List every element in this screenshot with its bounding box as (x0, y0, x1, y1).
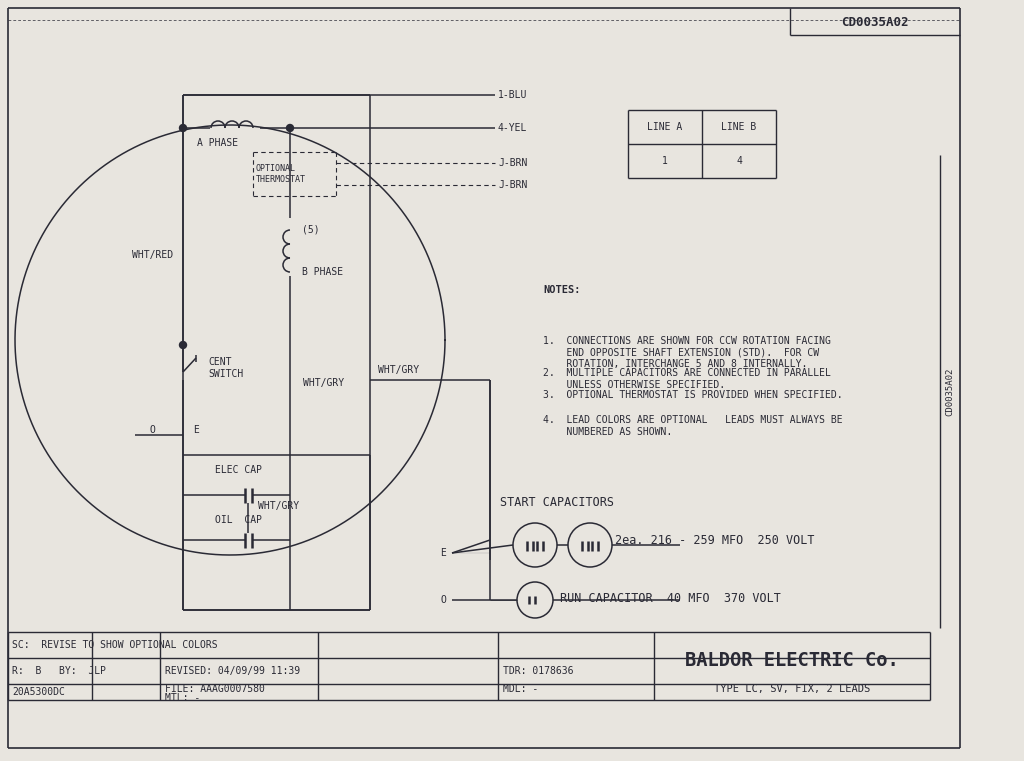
Text: START CAPACITORS: START CAPACITORS (500, 495, 614, 508)
Text: CD0035A02: CD0035A02 (945, 368, 954, 416)
Text: 20A5300DC: 20A5300DC (12, 687, 65, 697)
Text: 4.  LEAD COLORS ARE OPTIONAL   LEADS MUST ALWAYS BE
    NUMBERED AS SHOWN.: 4. LEAD COLORS ARE OPTIONAL LEADS MUST A… (543, 415, 843, 437)
Text: 1: 1 (663, 156, 668, 166)
Text: O: O (150, 425, 155, 435)
Text: 1-BLU: 1-BLU (498, 90, 527, 100)
Text: TYPE LC, SV, FIX, 2 LEADS: TYPE LC, SV, FIX, 2 LEADS (714, 684, 870, 694)
Circle shape (179, 342, 186, 349)
Text: RUN CAPACITOR  40 MFO  370 VOLT: RUN CAPACITOR 40 MFO 370 VOLT (560, 591, 781, 604)
Text: O: O (440, 595, 445, 605)
Text: B PHASE: B PHASE (302, 267, 343, 277)
Circle shape (179, 125, 186, 132)
Text: (5): (5) (302, 225, 319, 235)
Text: WHT/GRY: WHT/GRY (258, 501, 299, 511)
Text: 4-YEL: 4-YEL (498, 123, 527, 133)
Text: 4: 4 (736, 156, 742, 166)
Text: SC:  REVISE TO SHOW OPTIONAL COLORS: SC: REVISE TO SHOW OPTIONAL COLORS (12, 640, 218, 650)
Text: 2ea. 216 - 259 MFO  250 VOLT: 2ea. 216 - 259 MFO 250 VOLT (615, 533, 814, 546)
Text: J-BRN: J-BRN (498, 158, 527, 168)
Text: WHT/GRY: WHT/GRY (378, 365, 419, 375)
Text: NOTES:: NOTES: (543, 285, 581, 295)
Text: 2.  MULTIPLE CAPACITORS ARE CONNECTED IN PARALLEL
    UNLESS OTHERWISE SPECIFIED: 2. MULTIPLE CAPACITORS ARE CONNECTED IN … (543, 368, 830, 390)
Text: E: E (440, 548, 445, 558)
Text: OIL  CAP: OIL CAP (215, 515, 262, 525)
Text: TDR: 0178636: TDR: 0178636 (503, 666, 573, 676)
Text: OPTIONAL
THERMOSTAT: OPTIONAL THERMOSTAT (256, 164, 306, 183)
Text: WHT/GRY: WHT/GRY (303, 378, 344, 388)
Text: MDL: -: MDL: - (503, 684, 539, 694)
Text: A PHASE: A PHASE (197, 138, 239, 148)
Text: CENT
SWITCH: CENT SWITCH (208, 357, 244, 379)
Text: 1.  CONNECTIONS ARE SHOWN FOR CCW ROTATION FACING
    END OPPOSITE SHAFT EXTENSI: 1. CONNECTIONS ARE SHOWN FOR CCW ROTATIO… (543, 336, 830, 369)
Text: REVISED: 04/09/99 11:39: REVISED: 04/09/99 11:39 (165, 666, 300, 676)
Text: LINE A: LINE A (647, 122, 683, 132)
Text: WHT/RED: WHT/RED (132, 250, 173, 260)
Text: ELEC CAP: ELEC CAP (215, 465, 262, 475)
Text: R:  B   BY:  JLP: R: B BY: JLP (12, 666, 106, 676)
Text: FILE: AAAG0007580: FILE: AAAG0007580 (165, 684, 265, 694)
Text: LINE B: LINE B (721, 122, 757, 132)
Text: MTL: -: MTL: - (165, 693, 201, 703)
Text: BALDOR ELECTRIC Co.: BALDOR ELECTRIC Co. (685, 651, 899, 670)
Text: CD0035A02: CD0035A02 (842, 15, 908, 28)
Text: 3.  OPTIONAL THERMOSTAT IS PROVIDED WHEN SPECIFIED.: 3. OPTIONAL THERMOSTAT IS PROVIDED WHEN … (543, 390, 843, 400)
Text: E: E (194, 425, 199, 435)
Circle shape (287, 125, 294, 132)
Text: J-BRN: J-BRN (498, 180, 527, 190)
